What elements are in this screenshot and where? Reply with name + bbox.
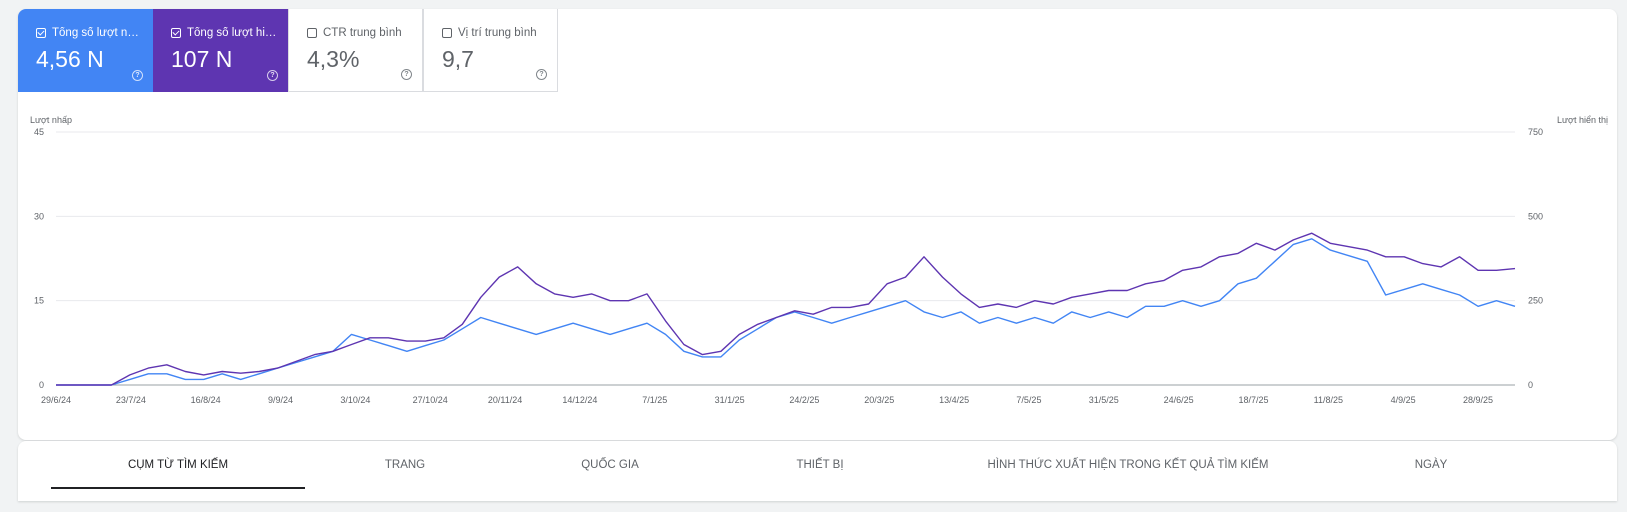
x-tick-label: 14/12/24 bbox=[562, 395, 597, 405]
x-tick-label: 24/2/25 bbox=[789, 395, 819, 405]
x-tick-label: 31/1/25 bbox=[715, 395, 745, 405]
metric-label: CTR trung bình bbox=[323, 27, 402, 39]
x-tick-label: 9/9/24 bbox=[268, 395, 293, 405]
performance-chart[interactable]: Lượt nhấp Lượt hiển thị 0 15 30 45 0 250 500 75… bbox=[18, 104, 1617, 424]
x-tick-label: 24/6/25 bbox=[1164, 395, 1194, 405]
checkbox-unchecked-icon[interactable] bbox=[307, 28, 317, 38]
x-tick-label: 29/6/24 bbox=[41, 395, 71, 405]
checkbox-checked-icon[interactable] bbox=[171, 28, 181, 38]
tab-dates[interactable]: NGÀY bbox=[1414, 459, 1448, 471]
metric-total-clicks[interactable]: Tổng số lượt nh... 4,56 N ? bbox=[18, 9, 153, 92]
x-tick-label: 31/5/25 bbox=[1089, 395, 1119, 405]
metric-value: 4,56 N bbox=[36, 46, 104, 72]
performance-card: Tổng số lượt nh... 4,56 N ? Tổng số lượt… bbox=[18, 9, 1617, 440]
right-tick-label: 0 bbox=[1528, 380, 1533, 390]
x-tick-label: 23/7/24 bbox=[116, 395, 146, 405]
right-axis-title: Lượt hiển thị bbox=[1557, 115, 1608, 125]
x-tick-label: 28/9/25 bbox=[1463, 395, 1493, 405]
x-tick-label: 18/7/25 bbox=[1238, 395, 1268, 405]
left-tick-label: 30 bbox=[34, 211, 44, 221]
checkbox-checked-icon[interactable] bbox=[36, 28, 46, 38]
selected-tab-indicator bbox=[51, 487, 305, 489]
left-tick-label: 45 bbox=[34, 127, 44, 137]
right-tick-label: 500 bbox=[1528, 211, 1543, 221]
metric-label: Tổng số lượt hiể... bbox=[187, 27, 278, 39]
x-tick-label: 20/3/25 bbox=[864, 395, 894, 405]
x-tick-label: 4/9/25 bbox=[1391, 395, 1416, 405]
tab-queries[interactable]: CỤM TỪ TÌM KIẾM bbox=[127, 459, 229, 471]
left-axis-title: Lượt nhấp bbox=[30, 115, 72, 125]
x-tick-label: 27/10/24 bbox=[413, 395, 448, 405]
checkbox-unchecked-icon[interactable] bbox=[442, 28, 452, 38]
metric-average-position[interactable]: Vị trí trung bình 9,7 ? bbox=[423, 9, 558, 92]
x-tick-label: 20/11/24 bbox=[488, 395, 522, 405]
clicks-series-line bbox=[56, 238, 1516, 386]
metric-value: 107 N bbox=[171, 46, 233, 72]
right-tick-label: 750 bbox=[1528, 127, 1543, 137]
help-icon[interactable]: ? bbox=[132, 70, 143, 81]
tab-devices[interactable]: THIẾT BỊ bbox=[796, 459, 844, 471]
dimension-tabs: CỤM TỪ TÌM KIẾM TRANG QUỐC GIA THIẾT BỊ … bbox=[18, 441, 1617, 501]
tab-countries[interactable]: QUỐC GIA bbox=[581, 459, 639, 471]
right-tick-label: 250 bbox=[1528, 296, 1543, 306]
x-tick-label: 7/1/25 bbox=[642, 395, 667, 405]
x-tick-label: 11/8/25 bbox=[1314, 395, 1343, 405]
metric-total-impressions[interactable]: Tổng số lượt hiể... 107 N ? bbox=[153, 9, 288, 92]
metric-label: Vị trí trung bình bbox=[458, 27, 537, 39]
x-tick-label: 16/8/24 bbox=[191, 395, 221, 405]
left-tick-label: 15 bbox=[34, 296, 44, 306]
tab-pages[interactable]: TRANG bbox=[384, 459, 426, 471]
metric-value: 4,3% bbox=[307, 46, 360, 72]
help-icon[interactable]: ? bbox=[267, 70, 278, 81]
left-tick-label: 0 bbox=[39, 380, 44, 390]
metric-selector: Tổng số lượt nh... 4,56 N ? Tổng số lượt… bbox=[18, 9, 558, 92]
help-icon[interactable]: ? bbox=[401, 69, 412, 80]
metric-average-ctr[interactable]: CTR trung bình 4,3% ? bbox=[288, 9, 423, 92]
metric-value: 9,7 bbox=[442, 46, 474, 72]
impressions-series-line bbox=[56, 232, 1516, 386]
tab-search-appearance[interactable]: HÌNH THỨC XUẤT HIỆN TRONG KẾT QUẢ TÌM KI… bbox=[987, 459, 1269, 471]
x-tick-label: 7/5/25 bbox=[1016, 395, 1041, 405]
help-icon[interactable]: ? bbox=[536, 69, 547, 80]
metric-label: Tổng số lượt nh... bbox=[52, 27, 143, 39]
x-tick-label: 13/4/25 bbox=[939, 395, 969, 405]
x-tick-label: 3/10/24 bbox=[340, 395, 370, 405]
